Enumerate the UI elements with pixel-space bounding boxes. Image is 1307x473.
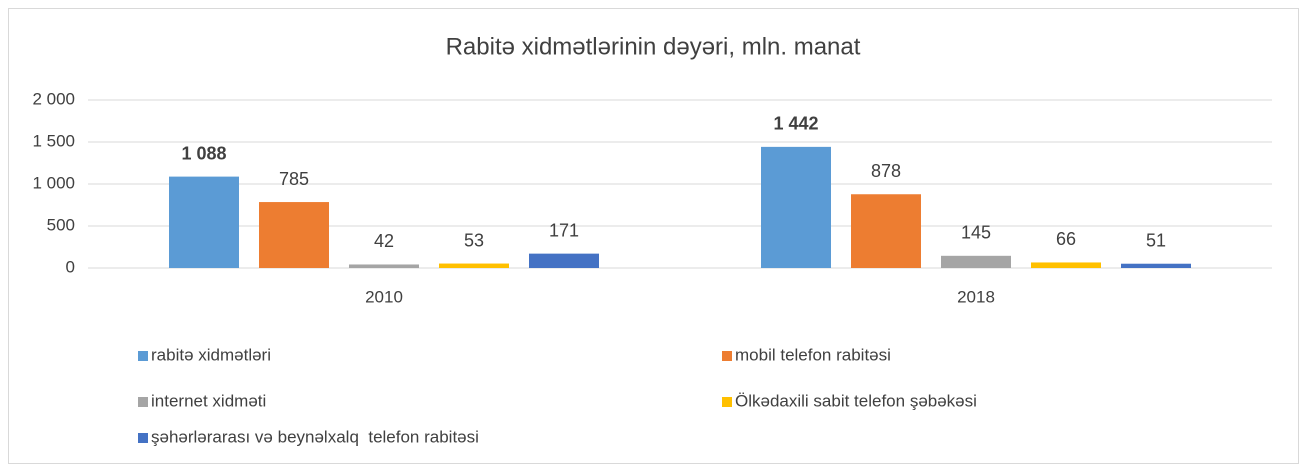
y-tick-label: 1 000 — [32, 173, 75, 192]
x-tick-label: 2010 — [365, 287, 403, 306]
x-tick-label: 2018 — [957, 287, 995, 306]
legend-label: rabitə xidmətləri — [151, 345, 271, 364]
legend-label: şəhərlərarası və beynəlxalq telefon rabi… — [151, 427, 479, 446]
bar — [529, 253, 599, 268]
value-label: 878 — [871, 161, 901, 181]
bar — [259, 202, 329, 268]
value-label: 171 — [549, 220, 579, 240]
bar — [851, 194, 921, 268]
bar — [941, 255, 1011, 268]
bar — [349, 264, 419, 268]
legend-swatch — [722, 397, 732, 407]
legend-label: Ölkədaxili sabit telefon şəbəkəsi — [735, 391, 977, 410]
legend-swatch — [722, 351, 732, 361]
legend-label: internet xidməti — [151, 391, 266, 410]
bar — [1031, 262, 1101, 268]
value-label: 145 — [961, 223, 991, 243]
value-label: 51 — [1146, 230, 1166, 250]
bar — [439, 263, 509, 268]
y-tick-label: 1 500 — [32, 131, 75, 150]
chart-title: Rabitə xidmətlərinin dəyəri, mln. manat — [446, 33, 861, 60]
value-label: 1 442 — [773, 114, 818, 134]
value-label: 53 — [464, 230, 484, 250]
bar — [761, 146, 831, 268]
value-label: 785 — [279, 169, 309, 189]
value-label: 1 088 — [181, 143, 226, 163]
y-tick-label: 0 — [66, 257, 75, 276]
bar — [169, 176, 239, 268]
legend-swatch — [138, 433, 148, 443]
value-label: 42 — [374, 231, 394, 251]
legend-label: mobil telefon rabitəsi — [735, 345, 891, 364]
value-label: 66 — [1056, 229, 1076, 249]
legend-swatch — [138, 397, 148, 407]
legend-swatch — [138, 351, 148, 361]
bar — [1121, 263, 1191, 268]
y-tick-label: 2 000 — [32, 89, 75, 108]
y-tick-label: 500 — [47, 215, 75, 234]
